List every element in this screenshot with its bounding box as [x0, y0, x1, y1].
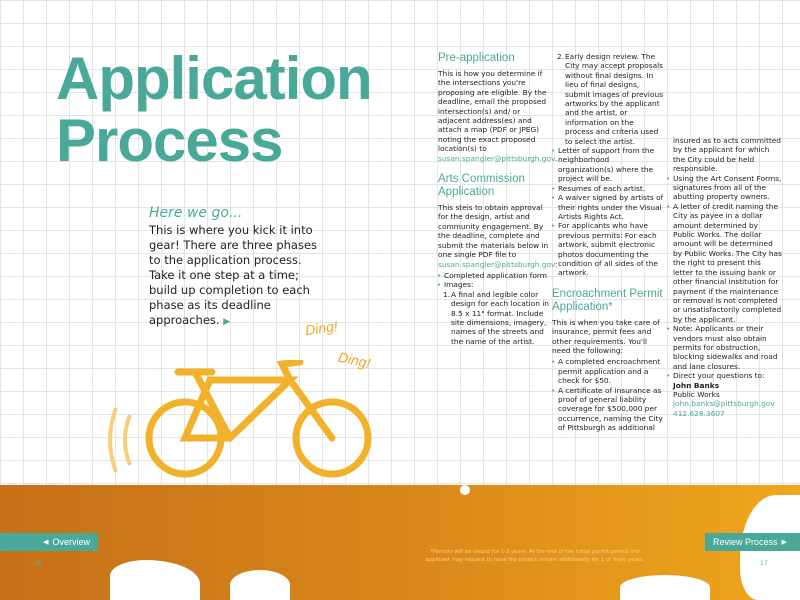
ding-text: Ding!: [304, 317, 339, 339]
list-item: 1. A final and legible color design for e…: [438, 290, 550, 346]
overview-button[interactable]: ◀ Overview: [0, 533, 98, 551]
list-item: 2. Early design review. The City may acce…: [552, 52, 664, 146]
paint-splatter: [110, 560, 200, 600]
title-line-1: Application: [56, 45, 373, 112]
list-item: A completed encroachment permit applicat…: [551, 357, 664, 385]
intro-text: This is where you kick it into gear! The…: [149, 223, 319, 330]
arrow-left-icon: ◀: [43, 539, 49, 546]
section-text: insured as to acts committed by the appl…: [673, 136, 781, 174]
section-heading: Arts Commission Application: [438, 173, 525, 199]
section-text: This is when you take care of insurance,…: [552, 317, 660, 355]
paint-splatter: [620, 575, 710, 600]
email-link[interactable]: susan.spangler@pittsburgh.gov: [438, 153, 555, 163]
page-number-left: 16: [34, 560, 42, 567]
number: 1.: [443, 289, 451, 299]
bicycle-illustration: [108, 360, 372, 478]
email-link[interactable]: susan.spangler@pittsburgh.gov: [438, 259, 556, 269]
number: 2.: [557, 52, 565, 61]
list: Completed application form Images: 1.A f…: [437, 271, 550, 346]
list-item: Letter of support from the neighborhood …: [551, 146, 664, 184]
paint-splatter: [230, 570, 290, 600]
page-title: Application Process: [56, 45, 373, 174]
intro-heading: Here we go...: [149, 205, 243, 221]
list: Using the Art Consent Forms, signatures …: [666, 174, 782, 419]
title-line-2: Process: [56, 107, 283, 174]
list: 2. Early design review. The City may acce…: [551, 52, 664, 278]
footer-band: [0, 485, 800, 600]
section-heading: Encroachment Permit Application*: [552, 287, 663, 313]
list-item: For applicants who have previous permits…: [551, 221, 664, 277]
arrow-right-icon: ▶: [223, 317, 231, 327]
page-number-right: 17: [760, 560, 768, 567]
list: A completed encroachment permit applicat…: [551, 357, 664, 433]
paint-splatter: [460, 485, 470, 495]
pre-application-section: Pre-application This is how you determin…: [437, 52, 558, 346]
text: This is how you determine if the interse…: [438, 69, 547, 154]
list-item: A waiver signed by artists of their righ…: [551, 193, 664, 221]
contact-phone: 412.628.3607: [673, 408, 725, 418]
section-text: This is how you determine if the interse…: [438, 69, 557, 163]
text: This steis to obtain approval for the de…: [438, 203, 549, 260]
list-item: A letter of credit naming the City as pa…: [666, 202, 782, 324]
review-process-button[interactable]: Review Process ▶: [705, 533, 800, 551]
contact-dept: Public Works: [673, 389, 720, 399]
text: A final and legible color design for eac…: [451, 289, 549, 346]
contact-email-link[interactable]: john.banks@pittsburgh.gov: [673, 399, 775, 409]
contact-name: John Banks: [673, 380, 720, 390]
intro-body: This is where you kick it into gear! The…: [149, 223, 318, 327]
list-item: Using the Art Consent Forms, signatures …: [666, 174, 782, 202]
list-item: Direct your questions to:: [666, 371, 782, 381]
button-label: Overview: [52, 537, 90, 547]
encroach-continued: insured as to acts committed by the appl…: [666, 136, 782, 419]
list-item: Resumes of each artist.: [551, 184, 664, 194]
button-label: Review Process: [713, 537, 778, 547]
arts-continued: 2. Early design review. The City may acce…: [551, 52, 664, 433]
section-text: This steis to obtain approval for the de…: [438, 203, 558, 269]
arrow-right-icon: ▶: [781, 539, 787, 546]
footnote: *Permits will be issued for 1-3 years. A…: [425, 549, 645, 563]
list-item: Images:: [437, 280, 550, 290]
list-item: Note: Applicants or their vendors must a…: [666, 324, 782, 371]
text: Early design review. The City may accept…: [565, 52, 664, 146]
list-item: A certificate of insurance as proof of g…: [551, 386, 664, 433]
list-item: Completed application form: [437, 271, 550, 281]
section-heading: Pre-application: [438, 52, 515, 64]
